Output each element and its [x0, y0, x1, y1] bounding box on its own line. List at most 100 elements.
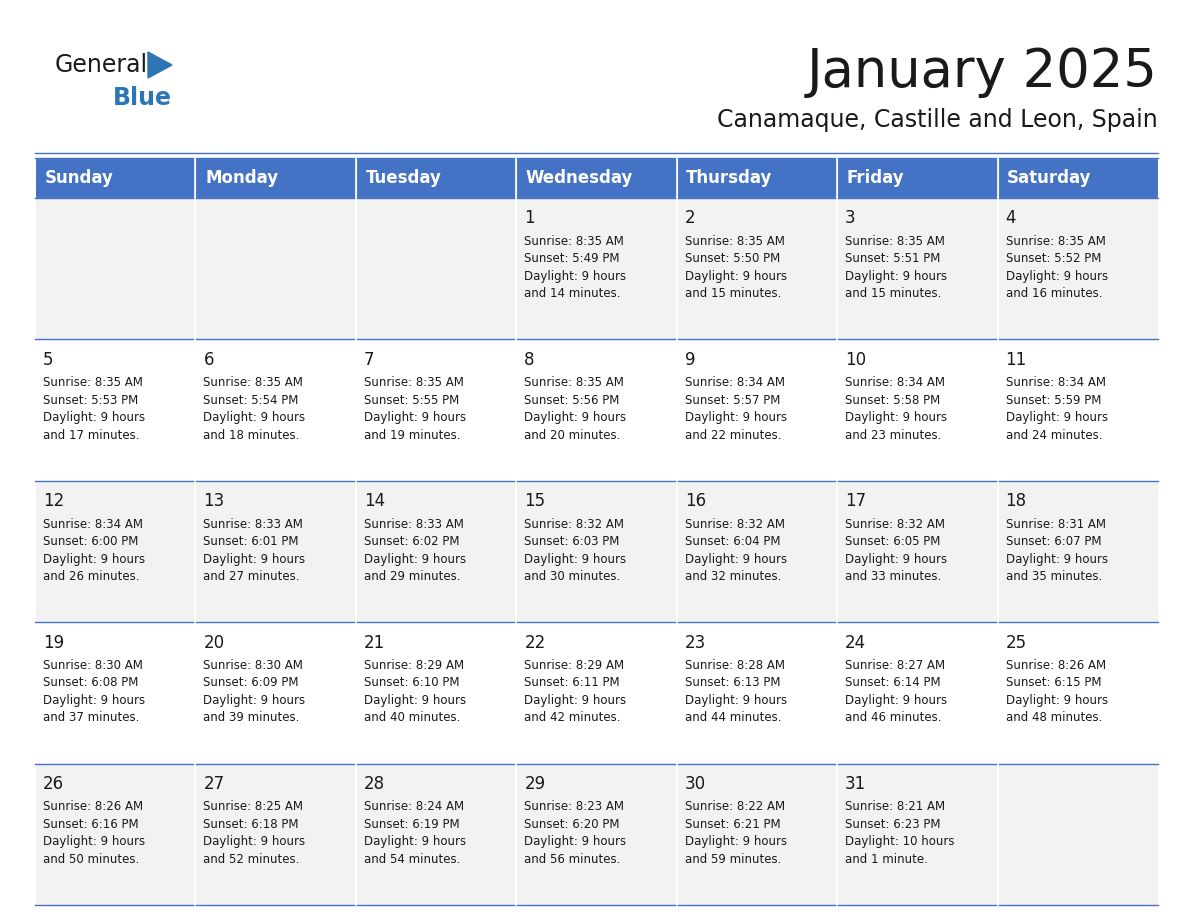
Text: 11: 11 [1005, 351, 1026, 369]
Text: Sunrise: 8:35 AM
Sunset: 5:51 PM
Daylight: 9 hours
and 15 minutes.: Sunrise: 8:35 AM Sunset: 5:51 PM Dayligh… [845, 235, 947, 300]
Text: 6: 6 [203, 351, 214, 369]
Text: 10: 10 [845, 351, 866, 369]
Text: Sunrise: 8:35 AM
Sunset: 5:52 PM
Daylight: 9 hours
and 16 minutes.: Sunrise: 8:35 AM Sunset: 5:52 PM Dayligh… [1005, 235, 1107, 300]
Text: 18: 18 [1005, 492, 1026, 510]
Bar [838, 198, 998, 340]
Bar [196, 158, 356, 198]
Bar [356, 158, 517, 198]
Bar [998, 340, 1158, 481]
Bar [517, 158, 677, 198]
Text: Friday: Friday [847, 169, 904, 187]
Bar [34, 340, 196, 481]
Text: Sunrise: 8:28 AM
Sunset: 6:13 PM
Daylight: 9 hours
and 44 minutes.: Sunrise: 8:28 AM Sunset: 6:13 PM Dayligh… [684, 659, 786, 724]
Text: 23: 23 [684, 633, 706, 652]
Text: Sunrise: 8:23 AM
Sunset: 6:20 PM
Daylight: 9 hours
and 56 minutes.: Sunrise: 8:23 AM Sunset: 6:20 PM Dayligh… [524, 800, 626, 866]
Bar [196, 481, 356, 622]
Text: Tuesday: Tuesday [366, 169, 442, 187]
Bar [838, 622, 998, 764]
Text: Monday: Monday [206, 169, 278, 187]
Text: Sunrise: 8:26 AM
Sunset: 6:16 PM
Daylight: 9 hours
and 50 minutes.: Sunrise: 8:26 AM Sunset: 6:16 PM Dayligh… [43, 800, 145, 866]
Text: 27: 27 [203, 775, 225, 793]
Text: 22: 22 [524, 633, 545, 652]
Bar [677, 481, 838, 622]
Text: 14: 14 [364, 492, 385, 510]
Bar [677, 340, 838, 481]
Text: Sunrise: 8:21 AM
Sunset: 6:23 PM
Daylight: 10 hours
and 1 minute.: Sunrise: 8:21 AM Sunset: 6:23 PM Dayligh… [845, 800, 955, 866]
Text: Blue: Blue [113, 86, 172, 110]
Text: 12: 12 [43, 492, 64, 510]
Text: Sunrise: 8:35 AM
Sunset: 5:56 PM
Daylight: 9 hours
and 20 minutes.: Sunrise: 8:35 AM Sunset: 5:56 PM Dayligh… [524, 376, 626, 442]
Text: 20: 20 [203, 633, 225, 652]
Text: 13: 13 [203, 492, 225, 510]
Text: Canamaque, Castille and Leon, Spain: Canamaque, Castille and Leon, Spain [718, 108, 1158, 132]
Text: Sunrise: 8:25 AM
Sunset: 6:18 PM
Daylight: 9 hours
and 52 minutes.: Sunrise: 8:25 AM Sunset: 6:18 PM Dayligh… [203, 800, 305, 866]
Bar [838, 764, 998, 905]
Text: Sunrise: 8:29 AM
Sunset: 6:11 PM
Daylight: 9 hours
and 42 minutes.: Sunrise: 8:29 AM Sunset: 6:11 PM Dayligh… [524, 659, 626, 724]
Text: 19: 19 [43, 633, 64, 652]
Bar [34, 622, 196, 764]
Bar [196, 340, 356, 481]
Bar [356, 481, 517, 622]
Bar [517, 764, 677, 905]
Bar [838, 158, 998, 198]
Bar [517, 481, 677, 622]
Text: 26: 26 [43, 775, 64, 793]
Text: Sunrise: 8:32 AM
Sunset: 6:05 PM
Daylight: 9 hours
and 33 minutes.: Sunrise: 8:32 AM Sunset: 6:05 PM Dayligh… [845, 518, 947, 583]
Text: Sunrise: 8:27 AM
Sunset: 6:14 PM
Daylight: 9 hours
and 46 minutes.: Sunrise: 8:27 AM Sunset: 6:14 PM Dayligh… [845, 659, 947, 724]
Bar [356, 764, 517, 905]
Text: Sunrise: 8:34 AM
Sunset: 5:57 PM
Daylight: 9 hours
and 22 minutes.: Sunrise: 8:34 AM Sunset: 5:57 PM Dayligh… [684, 376, 786, 442]
Bar [838, 481, 998, 622]
Text: 5: 5 [43, 351, 53, 369]
Bar [998, 622, 1158, 764]
Text: Sunrise: 8:35 AM
Sunset: 5:54 PM
Daylight: 9 hours
and 18 minutes.: Sunrise: 8:35 AM Sunset: 5:54 PM Dayligh… [203, 376, 305, 442]
Bar [34, 764, 196, 905]
Bar [998, 481, 1158, 622]
Text: Sunrise: 8:35 AM
Sunset: 5:50 PM
Daylight: 9 hours
and 15 minutes.: Sunrise: 8:35 AM Sunset: 5:50 PM Dayligh… [684, 235, 786, 300]
Text: 17: 17 [845, 492, 866, 510]
Bar [356, 198, 517, 340]
Text: Sunrise: 8:35 AM
Sunset: 5:53 PM
Daylight: 9 hours
and 17 minutes.: Sunrise: 8:35 AM Sunset: 5:53 PM Dayligh… [43, 376, 145, 442]
Text: Thursday: Thursday [687, 169, 772, 187]
Text: Sunrise: 8:32 AM
Sunset: 6:04 PM
Daylight: 9 hours
and 32 minutes.: Sunrise: 8:32 AM Sunset: 6:04 PM Dayligh… [684, 518, 786, 583]
Text: Sunrise: 8:30 AM
Sunset: 6:09 PM
Daylight: 9 hours
and 39 minutes.: Sunrise: 8:30 AM Sunset: 6:09 PM Dayligh… [203, 659, 305, 724]
Text: 9: 9 [684, 351, 695, 369]
Text: Sunrise: 8:22 AM
Sunset: 6:21 PM
Daylight: 9 hours
and 59 minutes.: Sunrise: 8:22 AM Sunset: 6:21 PM Dayligh… [684, 800, 786, 866]
Bar [356, 340, 517, 481]
Text: 21: 21 [364, 633, 385, 652]
Bar [517, 198, 677, 340]
Text: Sunrise: 8:34 AM
Sunset: 5:58 PM
Daylight: 9 hours
and 23 minutes.: Sunrise: 8:34 AM Sunset: 5:58 PM Dayligh… [845, 376, 947, 442]
Bar [34, 198, 196, 340]
Text: Sunday: Sunday [45, 169, 114, 187]
Text: Sunrise: 8:31 AM
Sunset: 6:07 PM
Daylight: 9 hours
and 35 minutes.: Sunrise: 8:31 AM Sunset: 6:07 PM Dayligh… [1005, 518, 1107, 583]
Text: 15: 15 [524, 492, 545, 510]
Text: 24: 24 [845, 633, 866, 652]
Text: January 2025: January 2025 [807, 46, 1158, 98]
Bar [34, 158, 196, 198]
Bar [677, 158, 838, 198]
Text: Saturday: Saturday [1007, 169, 1092, 187]
Bar [998, 158, 1158, 198]
Text: 25: 25 [1005, 633, 1026, 652]
Bar [677, 198, 838, 340]
Bar [677, 764, 838, 905]
Text: Sunrise: 8:24 AM
Sunset: 6:19 PM
Daylight: 9 hours
and 54 minutes.: Sunrise: 8:24 AM Sunset: 6:19 PM Dayligh… [364, 800, 466, 866]
Text: Sunrise: 8:32 AM
Sunset: 6:03 PM
Daylight: 9 hours
and 30 minutes.: Sunrise: 8:32 AM Sunset: 6:03 PM Dayligh… [524, 518, 626, 583]
Bar [517, 340, 677, 481]
Text: 7: 7 [364, 351, 374, 369]
Bar [998, 198, 1158, 340]
Text: 31: 31 [845, 775, 866, 793]
Text: Sunrise: 8:29 AM
Sunset: 6:10 PM
Daylight: 9 hours
and 40 minutes.: Sunrise: 8:29 AM Sunset: 6:10 PM Dayligh… [364, 659, 466, 724]
Text: Sunrise: 8:35 AM
Sunset: 5:49 PM
Daylight: 9 hours
and 14 minutes.: Sunrise: 8:35 AM Sunset: 5:49 PM Dayligh… [524, 235, 626, 300]
Text: Sunrise: 8:34 AM
Sunset: 5:59 PM
Daylight: 9 hours
and 24 minutes.: Sunrise: 8:34 AM Sunset: 5:59 PM Dayligh… [1005, 376, 1107, 442]
Text: 16: 16 [684, 492, 706, 510]
Text: Sunrise: 8:33 AM
Sunset: 6:01 PM
Daylight: 9 hours
and 27 minutes.: Sunrise: 8:33 AM Sunset: 6:01 PM Dayligh… [203, 518, 305, 583]
Text: 4: 4 [1005, 209, 1016, 228]
Text: 3: 3 [845, 209, 855, 228]
Bar [196, 622, 356, 764]
Text: Sunrise: 8:34 AM
Sunset: 6:00 PM
Daylight: 9 hours
and 26 minutes.: Sunrise: 8:34 AM Sunset: 6:00 PM Dayligh… [43, 518, 145, 583]
Text: Sunrise: 8:26 AM
Sunset: 6:15 PM
Daylight: 9 hours
and 48 minutes.: Sunrise: 8:26 AM Sunset: 6:15 PM Dayligh… [1005, 659, 1107, 724]
Text: 1: 1 [524, 209, 535, 228]
Text: 29: 29 [524, 775, 545, 793]
Text: Wednesday: Wednesday [526, 169, 633, 187]
Bar [196, 198, 356, 340]
